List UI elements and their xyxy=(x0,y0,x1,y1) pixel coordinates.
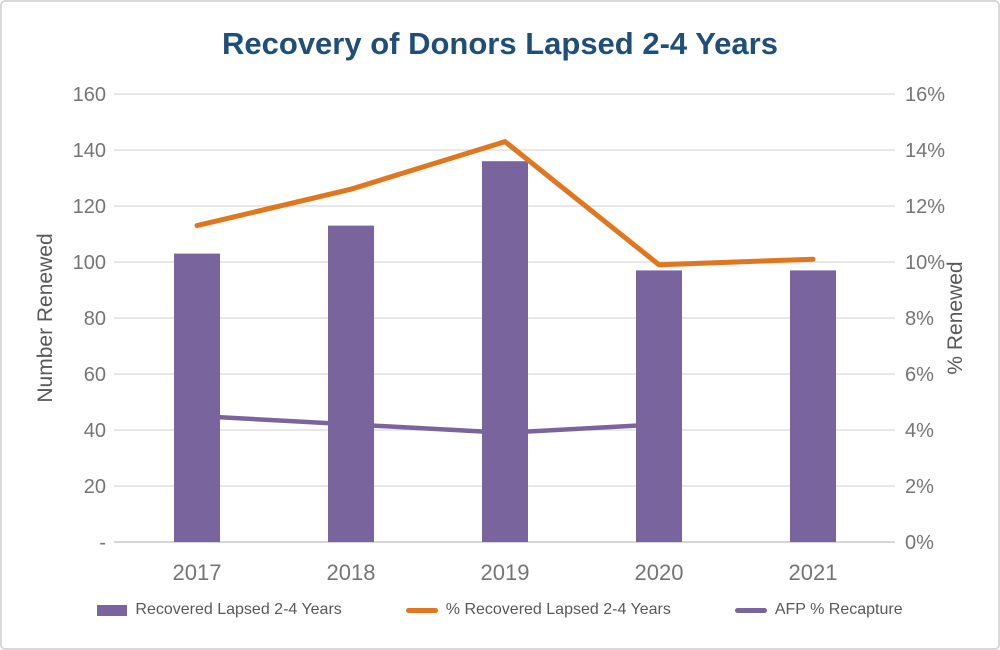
left-axis-tick-label: 60 xyxy=(84,364,106,386)
bar xyxy=(790,270,836,542)
bar xyxy=(636,270,682,542)
legend-label: AFP % Recapture xyxy=(774,601,903,618)
right-axis-tick-label: 8% xyxy=(905,308,934,330)
left-axis-tick-label: 100 xyxy=(73,252,106,274)
bar xyxy=(328,225,374,542)
left-axis-tick-label: 160 xyxy=(73,84,106,106)
legend-item-pct-recovered: % Recovered Lapsed 2-4 Years xyxy=(405,601,671,619)
bar xyxy=(482,161,528,542)
left-axis-tick-label: 140 xyxy=(73,140,106,162)
line-series-back xyxy=(194,413,662,436)
right-axis-tick-label: 0% xyxy=(905,532,934,554)
left-axis-tick-label: 40 xyxy=(84,420,106,442)
x-axis-category-label: 2018 xyxy=(327,560,376,585)
x-axis-category-label: 2021 xyxy=(789,560,838,585)
left-axis-tick-label: 120 xyxy=(73,196,106,218)
orange-line-swatch-icon xyxy=(405,607,438,613)
chart-title: Recovery of Donors Lapsed 2-4 Years xyxy=(222,26,778,61)
chart-legend: Recovered Lapsed 2-4 Years % Recovered L… xyxy=(2,601,998,619)
left-axis-tick-label: - xyxy=(99,532,106,554)
right-axis-tick-label: 12% xyxy=(905,196,945,218)
legend-item-recovered-lapsed: Recovered Lapsed 2-4 Years xyxy=(97,601,342,619)
right-axis-tick-label: 10% xyxy=(905,252,945,274)
x-axis-category-label: 2017 xyxy=(173,560,222,585)
purple-line-swatch-icon xyxy=(734,607,767,613)
x-axis-category-label: 2019 xyxy=(481,560,530,585)
right-axis-tick-label: 6% xyxy=(905,364,934,386)
legend-item-afp-recapture: AFP % Recapture xyxy=(734,601,903,619)
right-axis-tick-label: 16% xyxy=(905,84,945,106)
bar-swatch-icon xyxy=(97,604,128,616)
legend-label: % Recovered Lapsed 2-4 Years xyxy=(445,601,671,618)
right-axis-tick-label: 4% xyxy=(905,420,934,442)
left-axis-tick-label: 80 xyxy=(84,308,106,330)
legend-label: Recovered Lapsed 2-4 Years xyxy=(135,601,342,618)
x-axis-category-label: 2020 xyxy=(635,560,684,585)
left-axis-tick-label: 20 xyxy=(84,476,106,498)
right-axis-tick-label: 2% xyxy=(905,476,934,498)
bar xyxy=(174,253,220,542)
right-axis-tick-label: 14% xyxy=(905,140,945,162)
line-series-front xyxy=(194,138,816,268)
